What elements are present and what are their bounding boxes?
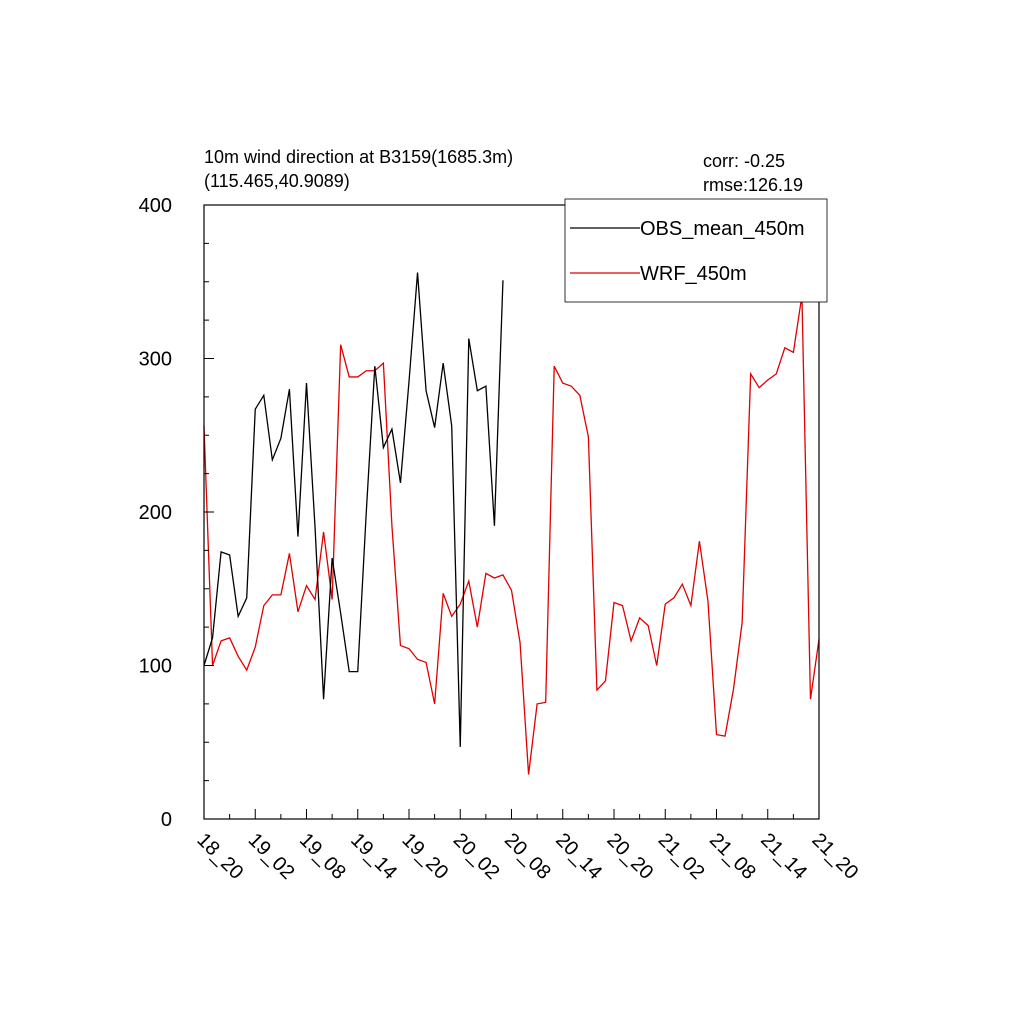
y-axis: 0 100 200 300 400 (139, 195, 214, 831)
legend-label-OBS_mean_450m: OBS_mean_450m (640, 218, 805, 240)
title: 10m wind direction at B3159(1685.3m) (11… (204, 147, 513, 191)
x-tick-label: 20_02 (449, 829, 504, 884)
y-tick-label: 100 (139, 656, 172, 678)
x-tick-label: 19_14 (346, 829, 401, 884)
x-axis: 18_2019_0219_0819_1419_2020_0220_0820_14… (192, 809, 862, 884)
series-group (203, 272, 820, 775)
corr-label: corr: -0.25 (703, 151, 785, 171)
stats: corr: -0.25 rmse:126.19 (703, 151, 803, 195)
x-tick-label: 20_08 (500, 829, 555, 884)
series-line-OBS_mean_450m (203, 272, 504, 747)
x-tick-label: 20_14 (551, 829, 606, 884)
y-tick-label: 300 (139, 349, 172, 371)
y-tick-label: 400 (139, 195, 172, 217)
title-line-1: 10m wind direction at B3159(1685.3m) (204, 147, 513, 167)
title-line-2: (115.465,40.9089) (204, 171, 350, 191)
legend-label-WRF_450m: WRF_450m (640, 263, 747, 285)
legend: OBS_mean_450m WRF_450m (564, 198, 828, 303)
series-line-WRF_450m (203, 295, 820, 775)
y-tick-label: 200 (139, 502, 172, 524)
x-tick-label: 19_02 (244, 829, 299, 884)
legend-box (564, 198, 828, 303)
x-tick-label: 21_02 (654, 829, 709, 884)
x-tick-label: 21_14 (756, 829, 811, 884)
y-tick-label: 0 (161, 809, 172, 831)
x-tick-label: 19_20 (397, 829, 452, 884)
x-tick-label: 21_20 (807, 829, 862, 884)
x-tick-label: 18_20 (192, 829, 247, 884)
x-tick-label: 21_08 (705, 829, 760, 884)
x-tick-label: 19_08 (295, 829, 350, 884)
rmse-label: rmse:126.19 (703, 175, 803, 195)
x-tick-label: 20_20 (602, 829, 657, 884)
